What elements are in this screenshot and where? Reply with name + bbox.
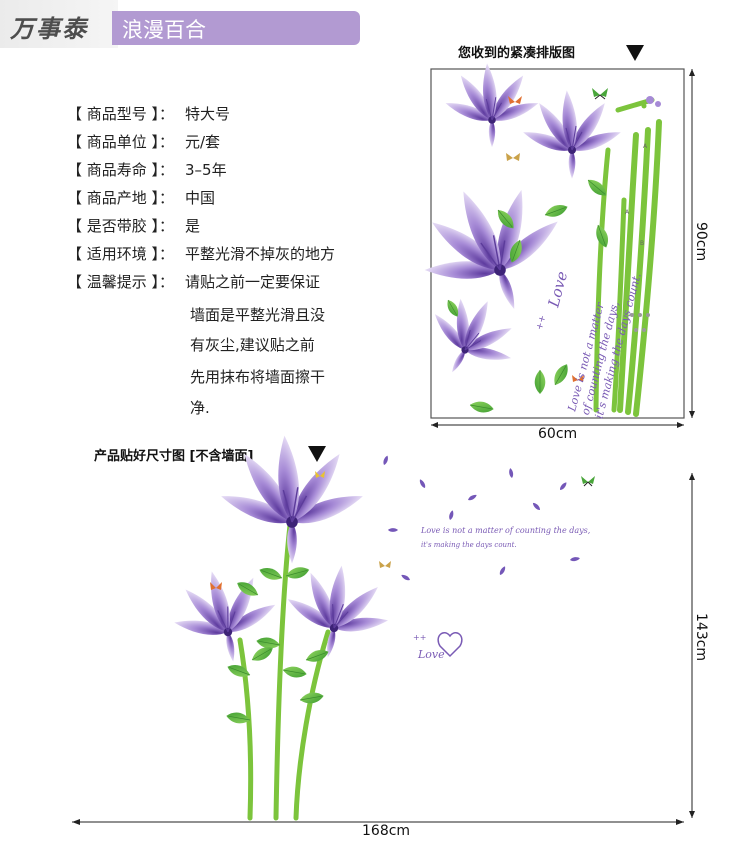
- butterfly-icon: [581, 476, 595, 487]
- spec-row-origin: 【 商品产地 】： 中国: [67, 187, 215, 208]
- applied-panel: Love is not a matter of counting the day…: [72, 435, 695, 825]
- spec-value: 请贴之前一定要保证: [185, 273, 321, 291]
- svg-text:A: A: [643, 143, 648, 150]
- spec-label: 【 温馨提示 】：: [67, 273, 175, 291]
- butterfly-icon: [315, 471, 325, 478]
- brand-logo-text: 万事泰: [10, 14, 88, 43]
- butterfly-icon: [210, 582, 222, 590]
- butterfly-icon: [572, 375, 584, 382]
- product-title: 浪漫百合: [122, 18, 206, 42]
- butterfly-icon: [592, 88, 608, 100]
- title-banner: 浪漫百合: [112, 11, 360, 45]
- spec-label: 【 商品寿命 】：: [67, 161, 175, 179]
- spec-label: 【 适用环境 】：: [67, 245, 175, 263]
- butterfly-icon: [379, 561, 391, 568]
- spec-row-unit: 【 商品单位 】： 元/套: [67, 131, 220, 152]
- applied-quote-line: Love is not a matter of counting the day…: [420, 526, 590, 535]
- sheet-panel: A A B Love ++ Love is not a matter of co…: [401, 45, 695, 428]
- applied-quote-line: it's making the days count.: [421, 541, 517, 549]
- svg-text:++: ++: [413, 633, 426, 642]
- spec-label: 【 是否带胶 】：: [67, 217, 175, 235]
- applied-caption: 产品贴好尺寸图 [不含墙面]: [94, 449, 254, 464]
- spec-value: 3–5年: [185, 161, 227, 179]
- spec-row-adhesive: 【 是否带胶 】： 是: [67, 215, 200, 236]
- spec-label: 【 商品单位 】：: [67, 133, 175, 151]
- sheet-width-label: 60cm: [538, 426, 578, 442]
- spec-label: 【 商品型号 】：: [67, 105, 175, 123]
- applied-love-text: Love: [417, 648, 445, 661]
- spec-value: 是: [185, 217, 201, 235]
- spec-label: 【 商品产地 】：: [67, 189, 175, 207]
- spec-row-model: 【 商品型号 】： 特大号: [67, 103, 230, 124]
- applied-lily: [218, 435, 366, 564]
- spec-row-environment: 【 适用环境 】： 平整光滑不掉灰的地方: [67, 243, 335, 264]
- butterfly-icon: [506, 153, 520, 161]
- tip-line: 有灰尘,建议贴之前: [190, 336, 315, 354]
- spec-value: 元/套: [185, 133, 221, 151]
- spec-value: 平整光滑不掉灰的地方: [185, 245, 336, 263]
- spec-row-lifespan: 【 商品寿命 】： 3–5年: [67, 159, 227, 180]
- spec-row-tip: 【 温馨提示 】： 请贴之前一定要保证: [67, 271, 320, 292]
- svg-text:B: B: [640, 240, 644, 247]
- spec-value: 中国: [185, 189, 216, 207]
- svg-text:++: ++: [535, 314, 549, 331]
- svg-text:A: A: [625, 209, 630, 216]
- applied-pointer-icon: [308, 446, 326, 462]
- sheet-pointer-icon: [626, 45, 644, 61]
- tip-line: 墙面是平整光滑且没: [190, 306, 326, 324]
- tip-line: 先用抹布将墙面擦干: [190, 368, 326, 386]
- spec-value: 特大号: [185, 105, 231, 123]
- sheet-caption: 您收到的紧凑排版图: [458, 46, 576, 61]
- applied-width-label: 168cm: [362, 823, 411, 839]
- brand-logo: 万事泰: [0, 0, 118, 48]
- tip-line: 净.: [190, 399, 210, 417]
- butterfly-icon: [508, 96, 522, 104]
